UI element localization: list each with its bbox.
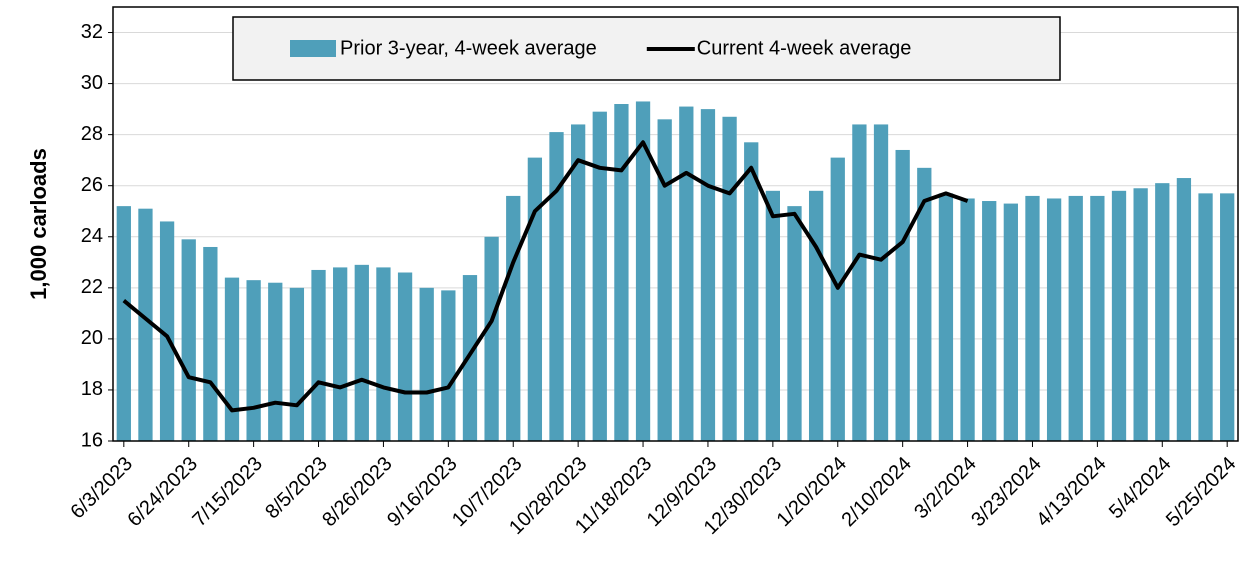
bar [268,282,283,441]
legend-swatch [290,40,336,57]
bar [744,142,759,441]
bar [917,167,932,441]
y-tick-label: 20 [81,327,103,349]
y-tick-label: 22 [81,276,103,298]
bar [765,190,780,441]
x-tick-label: 2/10/2024 [837,453,915,531]
y-tick-label: 24 [81,225,103,247]
bar [895,149,910,441]
bar [333,267,348,441]
bar [592,111,607,441]
plot-frame [112,6,1239,442]
legend-box [232,16,1061,81]
bar [462,275,478,441]
bar [203,246,218,441]
x-tick-label: 9/16/2023 [383,453,461,531]
x-tick-label: 8/26/2023 [318,453,396,531]
bar [506,195,521,441]
bar [1090,195,1105,441]
x-tick-label: 4/13/2024 [1032,453,1110,531]
bar [679,106,694,442]
bar [289,287,305,441]
bar [1198,193,1213,441]
bar [527,157,543,441]
bar [1068,195,1083,441]
bar [1046,198,1062,441]
bar [787,206,802,441]
bar [873,124,889,441]
bar [441,290,456,441]
bar [354,264,369,441]
y-tick-label: 18 [81,378,103,400]
bar [419,287,434,441]
y-tick-label: 28 [81,123,103,145]
bar [1133,188,1148,441]
bar [614,104,629,441]
y-tick-label: 16 [81,429,103,451]
bar [700,109,716,441]
bar [938,193,954,441]
bar [960,198,975,441]
bar [1111,190,1127,441]
bar [1003,203,1018,441]
bar [138,208,153,441]
legend-label: Current 4-week average [697,37,912,59]
bar [224,277,240,441]
y-tick-label: 32 [81,21,103,43]
bar [484,236,499,441]
bar [246,280,261,441]
y-tick-label: 30 [81,72,103,94]
bar [635,101,651,441]
bar [1155,183,1170,441]
bar [722,116,737,441]
y-tick-label: 26 [81,174,103,196]
bar [852,124,867,441]
x-tick-label: 5/25/2024 [1162,453,1239,531]
y-axis-label: 1,000 carloads [26,148,51,300]
bar [376,267,391,441]
x-tick-label: 7/15/2023 [188,453,266,531]
x-tick-label: 3/23/2024 [967,453,1045,531]
line [122,140,969,413]
bar [1220,193,1235,441]
bar [116,206,131,441]
bar [1176,178,1192,441]
bar [982,201,997,441]
bar [397,272,413,441]
bar [1025,195,1040,441]
legend-label: Prior 3-year, 4-week average [340,37,597,59]
bar [549,132,564,441]
bar [181,239,196,441]
bar [571,124,586,441]
bar [311,269,326,441]
bar [830,157,845,441]
bar [657,119,672,442]
bar [159,221,175,441]
bar [808,190,824,441]
x-tick-label: 6/24/2023 [124,453,202,531]
x-tick-label: 1/20/2024 [773,453,851,531]
